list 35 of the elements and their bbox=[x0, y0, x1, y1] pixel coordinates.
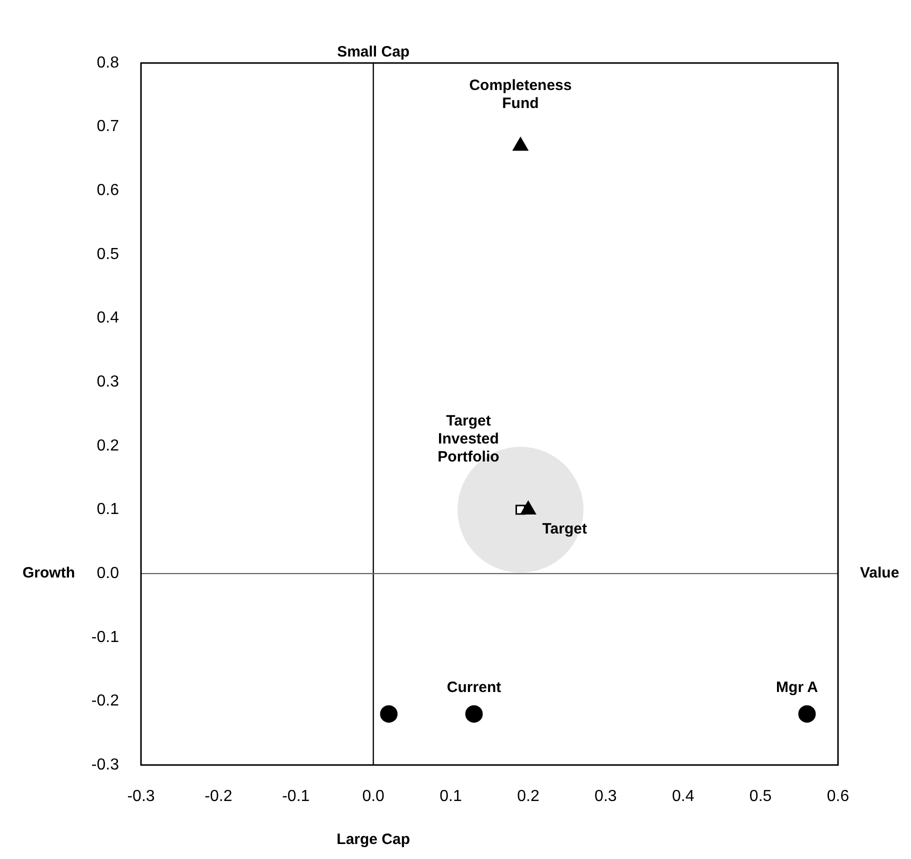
y-tick-label: 0.2 bbox=[96, 437, 120, 454]
y-tick-label: 0.7 bbox=[96, 118, 120, 136]
x-tick-label: 0.4 bbox=[672, 788, 694, 806]
y-tick-label: -0.1 bbox=[91, 628, 120, 646]
series-label: Target bbox=[542, 520, 587, 538]
text: Growth bbox=[22, 564, 75, 582]
text: Small Cap bbox=[337, 44, 410, 61]
y-tick-label: 0.4 bbox=[96, 310, 120, 327]
y-tick-label: 0.1 bbox=[96, 501, 120, 518]
point bbox=[465, 705, 483, 723]
x-tick-label: 0.0 bbox=[362, 788, 385, 806]
series-label: Current bbox=[446, 678, 502, 696]
point bbox=[380, 705, 398, 723]
y-tick-label: 0.5 bbox=[96, 246, 120, 263]
x-tick-label: 0.3 bbox=[594, 788, 617, 806]
y-tick-label: 0.6 bbox=[96, 182, 120, 200]
x-tick-label: -0.1 bbox=[282, 788, 310, 806]
series-label: Mgr A bbox=[776, 678, 818, 696]
point bbox=[512, 137, 528, 151]
y-tick-label: -0.3 bbox=[91, 756, 120, 774]
y-tick-label: 0.0 bbox=[96, 564, 120, 582]
text: Large Cap bbox=[336, 831, 410, 848]
y-tick-label: -0.2 bbox=[91, 692, 120, 710]
text: Completeness Fund bbox=[469, 76, 572, 112]
y-tick-label: 0.8 bbox=[96, 54, 120, 72]
x-tick-label: 0.2 bbox=[517, 788, 540, 806]
x-tick-label: 0.1 bbox=[440, 788, 462, 806]
x-tick-label: -0.2 bbox=[204, 788, 232, 806]
point bbox=[798, 705, 816, 723]
y-tick-label: 0.3 bbox=[96, 373, 120, 390]
x-tick-label: 0.6 bbox=[826, 788, 850, 806]
x-tick-label: 0.5 bbox=[749, 788, 772, 806]
text: Target Invested Portfolio bbox=[438, 412, 500, 466]
x-tick-label: -0.3 bbox=[127, 788, 155, 806]
text: Value bbox=[860, 564, 900, 582]
